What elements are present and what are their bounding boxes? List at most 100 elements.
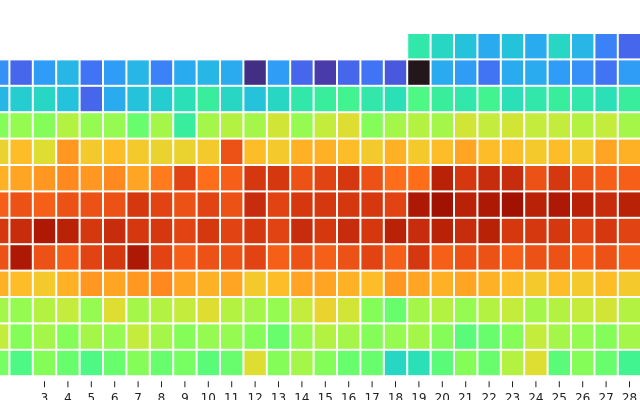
heatmap-cell (501, 166, 524, 191)
heatmap-cell (127, 271, 149, 296)
heatmap-cell (80, 139, 102, 164)
heatmap-cell (197, 271, 219, 296)
heatmap-cell (501, 34, 524, 59)
heatmap-cell (431, 34, 453, 59)
heatmap-cell (244, 192, 266, 217)
heatmap-cell (174, 60, 196, 85)
heatmap-cell (291, 192, 313, 217)
heatmap-cell (174, 113, 196, 138)
heatmap-cell (455, 324, 477, 349)
heatmap-cell (0, 324, 9, 349)
heatmap-cell (595, 113, 617, 138)
heatmap-cell (548, 60, 570, 85)
heatmap-cell (525, 113, 547, 138)
x-tick-label: 15 (318, 391, 333, 400)
heatmap-cell (221, 113, 243, 138)
heatmap-cell (10, 86, 32, 112)
heatmap-cell (33, 324, 56, 349)
heatmap-cell (221, 192, 243, 217)
heatmap-cell (595, 192, 617, 217)
heatmap-cell (174, 166, 196, 191)
heatmap-cell (408, 166, 430, 191)
x-tick-label: 28 (622, 391, 637, 400)
heatmap-cell (150, 113, 173, 138)
heatmap-cell (525, 34, 547, 59)
heatmap-cell (57, 192, 79, 217)
heatmap-cell (10, 139, 32, 164)
heatmap-cell (0, 245, 9, 270)
heatmap-cell (384, 139, 407, 164)
heatmap-cell (595, 86, 617, 112)
heatmap-cell (384, 350, 407, 376)
heatmap-cell (478, 192, 500, 217)
heatmap-cell (431, 192, 453, 217)
heatmap-cell (57, 113, 79, 138)
heatmap-cell (104, 192, 126, 217)
heatmap-cell (548, 350, 570, 376)
heatmap-cell (150, 166, 173, 191)
heatmap-cell (314, 192, 336, 217)
heatmap-cell (80, 113, 102, 138)
heatmap-cell (408, 192, 430, 217)
heatmap-cell (0, 86, 9, 112)
heatmap-cell (221, 166, 243, 191)
heatmap-cell (80, 218, 102, 244)
heatmap-cell (291, 245, 313, 270)
x-tick-label: 4 (64, 391, 72, 400)
heatmap-cell (57, 218, 79, 244)
x-tick-label: 5 (87, 391, 95, 400)
x-tick-label: 20 (435, 391, 450, 400)
heatmap-cell (267, 113, 290, 138)
heatmap-cell (267, 298, 290, 323)
heatmap-cell (361, 60, 383, 85)
heatmap-cell (104, 324, 126, 349)
x-tick-label: 8 (158, 391, 166, 400)
heatmap-cell (291, 60, 313, 85)
heatmap-cell (338, 218, 360, 244)
heatmap-cell (408, 324, 430, 349)
heatmap-cell (384, 298, 407, 323)
heatmap-cell (314, 113, 336, 138)
heatmap-cell (618, 139, 640, 164)
heatmap-cell (80, 271, 102, 296)
heatmap-cell (478, 166, 500, 191)
heatmap-cell (10, 245, 32, 270)
heatmap-cell (431, 113, 453, 138)
heatmap-cell (595, 271, 617, 296)
heatmap-cell (150, 192, 173, 217)
heatmap-cell (548, 139, 570, 164)
heatmap-cell (174, 271, 196, 296)
heatmap-cell (57, 60, 79, 85)
heatmap-cell (127, 298, 149, 323)
heatmap-cell (0, 192, 9, 217)
heatmap-cell (314, 298, 336, 323)
heatmap-cell (572, 298, 594, 323)
x-tick-label: 10 (201, 391, 216, 400)
heatmap-cell (174, 298, 196, 323)
x-tick-label: 23 (505, 391, 520, 400)
heatmap-cell (267, 350, 290, 376)
heatmap-cell (548, 192, 570, 217)
heatmap-cell (455, 34, 477, 59)
heatmap-cell (150, 139, 173, 164)
heatmap-cell (33, 271, 56, 296)
heatmap-cell (174, 218, 196, 244)
x-tick-label: 12 (247, 391, 262, 400)
heatmap-cell (267, 86, 290, 112)
heatmap-cell (572, 192, 594, 217)
heatmap-cell (104, 271, 126, 296)
heatmap-cell (361, 298, 383, 323)
heatmap-cell (244, 298, 266, 323)
heatmap-cell (618, 113, 640, 138)
heatmap-cell (572, 218, 594, 244)
heatmap-cell (384, 166, 407, 191)
heatmap-cell (10, 113, 32, 138)
heatmap-cell (314, 139, 336, 164)
heatmap-cell (291, 324, 313, 349)
heatmap-cell (501, 218, 524, 244)
heatmap-cell (104, 113, 126, 138)
heatmap-cell (10, 350, 32, 376)
heatmap-cell (150, 60, 173, 85)
heatmap-cell (408, 245, 430, 270)
heatmap-cell (244, 245, 266, 270)
